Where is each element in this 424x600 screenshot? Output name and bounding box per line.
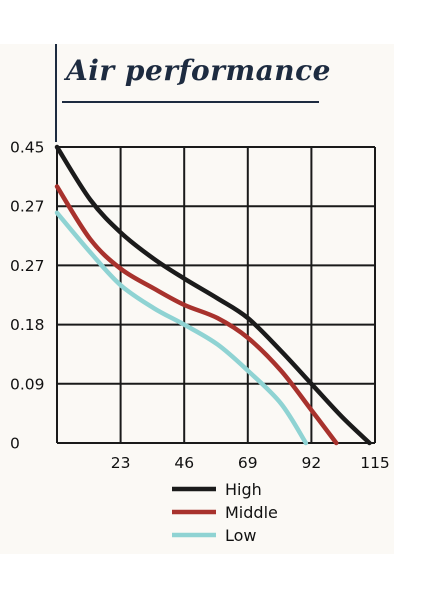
y-tick-label: 0.27	[10, 257, 45, 275]
series-lines	[54, 144, 372, 446]
y-tick-label: 0.45	[10, 139, 45, 157]
y-axis-ticks: 0.45 0.27 0.27 0.18 0.09 0	[10, 139, 45, 453]
legend-label-middle: Middle	[225, 503, 278, 522]
y-tick-label: 0.09	[10, 375, 45, 393]
x-tick-label: 69	[238, 454, 258, 472]
y-tick-label: 0.27	[10, 198, 45, 216]
series-line-middle	[54, 184, 339, 446]
series-line-high	[54, 144, 372, 446]
title-accent-bar	[55, 44, 57, 142]
chart-panel	[0, 44, 394, 554]
title-underline	[62, 101, 319, 103]
series-line-low	[54, 210, 309, 446]
legend-label-low: Low	[225, 526, 257, 545]
y-tick-label: 0	[10, 435, 20, 453]
chart-grid	[56, 146, 376, 444]
x-tick-label: 92	[302, 454, 322, 472]
y-tick-label: 0.18	[10, 316, 45, 334]
x-tick-label: 23	[111, 454, 131, 472]
legend-label-high: High	[225, 480, 262, 499]
x-tick-label: 115	[360, 454, 390, 472]
chart-title: Air performance	[66, 54, 331, 87]
x-tick-label: 46	[174, 454, 194, 472]
x-axis-ticks: 23 46 69 92 115	[111, 454, 390, 472]
chart-legend: High Middle Low	[172, 480, 278, 545]
